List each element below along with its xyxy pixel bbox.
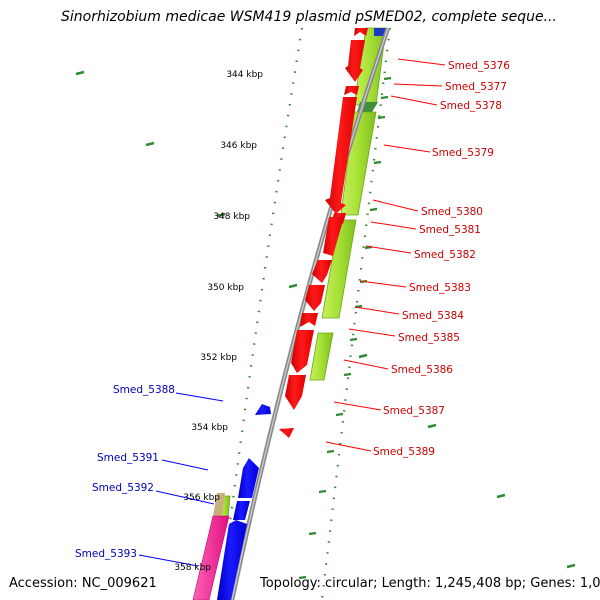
- gene-arrow-smed-5378[interactable]: [325, 97, 357, 214]
- gene-arrow-smed-5384[interactable]: [300, 313, 318, 327]
- scale-label-358-kbp: 358 kbp: [174, 563, 211, 573]
- gene-label-smed-5393[interactable]: Smed_5393: [75, 548, 137, 560]
- callout-smed-5385: [348, 328, 396, 337]
- callout-smed-5391: [161, 459, 209, 471]
- gene-label-smed-5378[interactable]: Smed_5378: [440, 100, 502, 112]
- callout-smed-5383: [359, 280, 407, 288]
- gene-label-smed-5385[interactable]: Smed_5385: [398, 332, 460, 344]
- gene-arrow-smed-5383[interactable]: [305, 285, 325, 311]
- callout-smed-5388: [175, 392, 224, 402]
- inner-tick: [326, 449, 335, 454]
- scale-labels: 344 kbp 346 kbp 348 kbp 350 kbp 352 kbp 354 k…: [174, 70, 263, 573]
- map-title: Sinorhizobium medicae WSM419 plasmid pSM…: [61, 9, 557, 25]
- callout-smed-5378: [390, 95, 438, 106]
- scale-tick: [427, 423, 437, 429]
- scale-label-354-kbp: 354 kbp: [191, 423, 228, 433]
- gene-arrow-smed-5389[interactable]: [279, 428, 294, 438]
- callout-smed-5377: [393, 83, 443, 87]
- scale-tick: [496, 493, 506, 499]
- inner-tick: [377, 115, 386, 120]
- scale-tick: [216, 212, 226, 218]
- inner-tick: [369, 207, 378, 212]
- gene-arrow-smed-5393[interactable]: [217, 520, 247, 600]
- gene-arrow-smed-5377[interactable]: [344, 86, 359, 95]
- callout-smed-5393: [138, 554, 199, 567]
- gene-label-smed-5384[interactable]: Smed_5384: [402, 310, 464, 322]
- gene-label-smed-5392[interactable]: Smed_5392: [92, 482, 154, 494]
- gene-label-smed-5388[interactable]: Smed_5388: [113, 384, 175, 396]
- gene-arrow-smed-5388[interactable]: [255, 404, 271, 415]
- gene-label-smed-5386[interactable]: Smed_5386: [391, 364, 453, 376]
- orf-track: [218, 27, 387, 519]
- gene-arrow-top[interactable]: [354, 28, 368, 36]
- summary-text: Topology: circular; Length: 1,245,408 bp…: [259, 576, 600, 591]
- inner-tick: [349, 337, 358, 342]
- inner-tick: [308, 531, 317, 536]
- scale-label-346-kbp: 346 kbp: [220, 141, 257, 151]
- gene-label-callouts: [138, 58, 446, 567]
- gene-label-smed-5391[interactable]: Smed_5391: [97, 452, 159, 464]
- forward-strand-genes[interactable]: [279, 28, 368, 438]
- callout-smed-5387: [333, 401, 382, 411]
- callout-smed-5389: [325, 441, 372, 452]
- callout-smed-5384: [354, 306, 400, 315]
- scale-tick: [145, 141, 155, 147]
- gene-label-smed-5377[interactable]: Smed_5377: [445, 81, 507, 93]
- scale-label-344-kbp: 344 kbp: [226, 70, 263, 80]
- callout-smed-5386: [343, 359, 389, 370]
- inner-tick: [343, 372, 352, 377]
- scale-tick: [75, 70, 85, 76]
- gene-arrow-smed-5392[interactable]: [233, 501, 250, 520]
- callout-smed-5381: [370, 221, 417, 230]
- scale-label-356-kbp: 356 kbp: [183, 493, 220, 503]
- inner-tick: [318, 489, 327, 494]
- scale-label-348-kbp: 348 kbp: [213, 212, 250, 222]
- inner-tick-track: [320, 27, 392, 600]
- gene-arrow-smed-5391[interactable]: [238, 458, 259, 498]
- inner-tick: [373, 160, 382, 165]
- callout-smed-5382: [365, 245, 412, 254]
- gene-arrow-smed-5376[interactable]: [345, 40, 365, 82]
- gene-label-smed-5383[interactable]: Smed_5383: [409, 282, 471, 294]
- callout-smed-5380: [372, 199, 419, 212]
- inner-tick: [383, 76, 392, 81]
- accession-text: Accession: NC_009621: [9, 576, 157, 591]
- upstream-feature-track: [192, 493, 230, 600]
- gene-arrow-smed-5385[interactable]: [291, 330, 314, 373]
- scale-tick: [288, 283, 298, 289]
- inner-tick: [380, 95, 389, 100]
- callout-smed-5376: [397, 58, 446, 66]
- gene-arrow-smed-5386[interactable]: [285, 375, 306, 410]
- gene-arrow-smed-5382[interactable]: [312, 260, 332, 283]
- scale-label-352-kbp: 352 kbp: [200, 353, 237, 363]
- gene-label-smed-5382[interactable]: Smed_5382: [414, 249, 476, 261]
- reverse-strand-genes[interactable]: [217, 404, 271, 600]
- callout-smed-5392: [155, 490, 215, 505]
- inner-tick: [298, 575, 307, 580]
- gene-label-smed-5376[interactable]: Smed_5376: [448, 60, 510, 72]
- inner-tick: [335, 412, 344, 417]
- gene-arrow-smed-5381[interactable]: [323, 217, 344, 256]
- scale-tick: [566, 563, 576, 569]
- scale-tick-marks: [75, 70, 576, 569]
- gene-label-smed-5387[interactable]: Smed_5387: [383, 405, 445, 417]
- callout-smed-5379: [383, 144, 431, 153]
- outer-tick-track: [218, 27, 304, 600]
- gene-label-smed-5379[interactable]: Smed_5379: [432, 147, 494, 159]
- gene-label-smed-5389[interactable]: Smed_5389: [373, 446, 435, 458]
- gene-labels[interactable]: Smed_5376 Smed_5377 Smed_5378 Smed_5379 Smed…: [75, 60, 510, 560]
- inner-tick-marks: [298, 76, 392, 580]
- scale-tick: [358, 353, 368, 359]
- scale-label-350-kbp: 350 kbp: [207, 283, 244, 293]
- gene-label-smed-5380[interactable]: Smed_5380: [421, 206, 483, 218]
- gene-label-smed-5381[interactable]: Smed_5381: [419, 224, 481, 236]
